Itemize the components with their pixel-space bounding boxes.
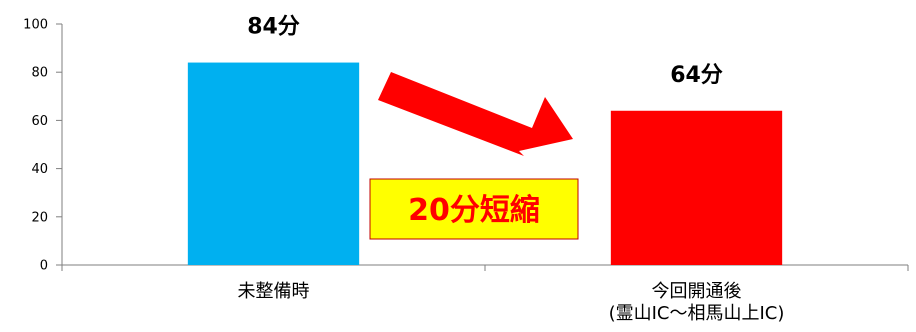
labels: 84分 64分	[247, 15, 723, 88]
y-tick-label: 40	[31, 162, 48, 177]
decrease-arrow	[378, 72, 573, 156]
bar-2	[610, 110, 783, 265]
callout-box	[369, 178, 579, 240]
category-label-2: 今回開通後(霊山IC～相馬山上IC)	[609, 281, 785, 324]
y-tick-label: 80	[31, 66, 48, 81]
y-ticks: 0 20 40 60 80 100	[23, 18, 62, 274]
y-tick-label: 100	[23, 18, 48, 33]
y-tick-label: 0	[40, 259, 48, 274]
data-label-1: 84分	[247, 15, 300, 40]
reduction-callout: 20分短縮	[369, 178, 579, 240]
bar-1	[187, 62, 360, 266]
y-tick-label: 60	[31, 114, 48, 129]
arrow-layer	[378, 72, 573, 156]
callout-text: 20分短縮	[408, 193, 540, 228]
y-tick-label: 20	[31, 210, 48, 225]
data-label-2: 64分	[670, 63, 723, 88]
bars	[187, 62, 783, 266]
category-labels: 未整備時 今回開通後(霊山IC～相馬山上IC)	[238, 281, 785, 324]
category-label-1: 未整備時	[238, 281, 310, 302]
